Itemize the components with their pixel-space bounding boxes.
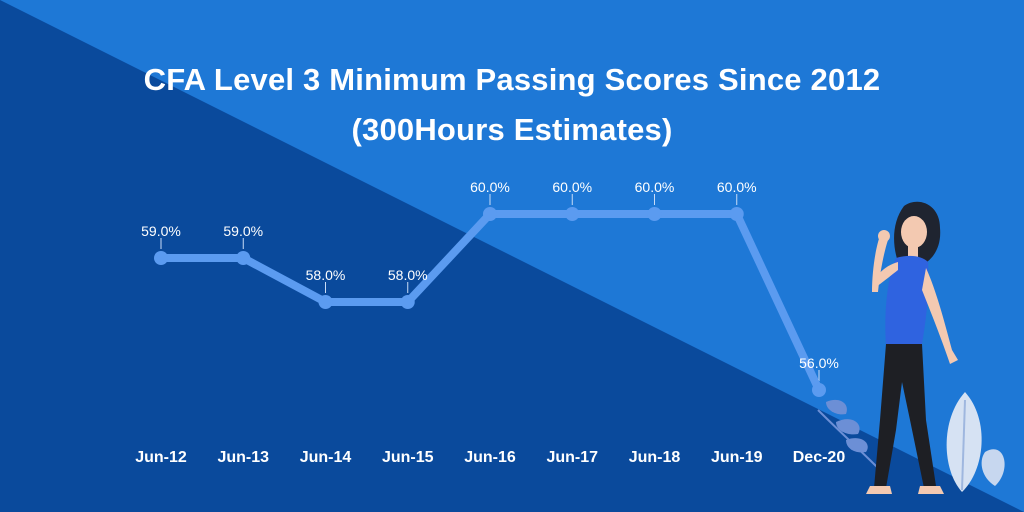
x-tick-label: Jun-13 bbox=[217, 449, 269, 466]
woman-top bbox=[885, 255, 929, 346]
data-point bbox=[812, 383, 826, 397]
data-point bbox=[154, 251, 168, 265]
data-label: 60.0% bbox=[717, 179, 757, 195]
woman-pants bbox=[874, 344, 936, 488]
chart-title-line-1: CFA Level 3 Minimum Passing Scores Since… bbox=[143, 62, 881, 97]
data-label: 59.0% bbox=[141, 223, 181, 239]
x-tick-label: Dec-20 bbox=[793, 449, 846, 466]
x-tick-label: Jun-16 bbox=[464, 449, 516, 466]
woman-illustration bbox=[866, 201, 958, 494]
woman-right-arm bbox=[922, 268, 958, 364]
data-point bbox=[318, 295, 333, 309]
leaf-plant-illustration bbox=[817, 392, 1005, 492]
data-point bbox=[565, 207, 580, 221]
x-tick-label: Jun-14 bbox=[300, 449, 352, 466]
leaf-sprig-2 bbox=[836, 419, 860, 435]
data-label: 60.0% bbox=[552, 179, 592, 195]
small-leaf-shape bbox=[981, 449, 1005, 486]
data-point bbox=[483, 207, 497, 221]
data-point bbox=[400, 295, 415, 309]
leaf-sprig-1 bbox=[826, 399, 847, 415]
x-tick-label: Jun-19 bbox=[711, 449, 763, 466]
woman-left-foot bbox=[866, 486, 892, 494]
woman-raised-arm bbox=[872, 236, 888, 292]
x-tick-label: Jun-18 bbox=[629, 449, 681, 466]
x-axis-labels: Jun-12 Jun-13 Jun-14 Jun-15 Jun-16 Jun-17 Jun-… bbox=[135, 449, 845, 466]
data-points bbox=[154, 207, 826, 397]
large-leaf-vein bbox=[961, 399, 966, 491]
x-tick-label: Jun-12 bbox=[135, 449, 187, 466]
data-label: 60.0% bbox=[635, 179, 675, 195]
data-label: 60.0% bbox=[470, 179, 510, 195]
woman-hand bbox=[878, 230, 890, 242]
data-label: 58.0% bbox=[306, 267, 346, 283]
chart-title-line-2: (300Hours Estimates) bbox=[351, 112, 673, 147]
x-tick-label: Jun-17 bbox=[546, 449, 598, 466]
data-labels: 59.0% 59.0% 58.0% 58.0% 60.0% 60.0% 60.0% 60.0%… bbox=[141, 179, 839, 371]
data-label: 56.0% bbox=[799, 355, 839, 371]
woman-right-foot bbox=[918, 486, 944, 494]
series-line bbox=[157, 210, 823, 394]
data-point bbox=[236, 251, 251, 265]
data-label: 58.0% bbox=[388, 267, 428, 283]
data-point bbox=[729, 207, 744, 221]
woman-neck bbox=[908, 246, 918, 258]
leaf-stem bbox=[817, 409, 879, 469]
data-label: 59.0% bbox=[223, 223, 263, 239]
x-tick-label: Jun-15 bbox=[382, 449, 434, 466]
data-point bbox=[647, 207, 662, 221]
label-leader-lines bbox=[160, 194, 820, 381]
woman-face bbox=[901, 216, 927, 248]
